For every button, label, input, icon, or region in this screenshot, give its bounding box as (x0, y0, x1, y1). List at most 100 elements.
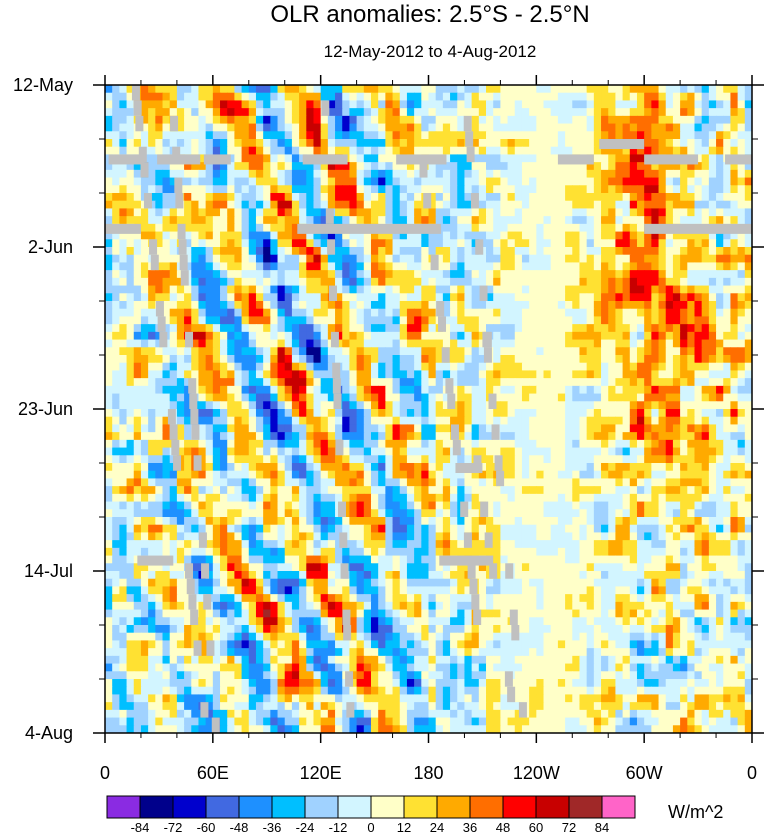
heatmap-cell (306, 385, 315, 395)
heatmap-cell (442, 139, 451, 148)
heatmap-cell (507, 385, 516, 395)
heatmap-cell (370, 270, 379, 279)
heatmap-cell (126, 401, 135, 410)
heatmap-cell (277, 216, 286, 225)
heatmap-cell (572, 331, 581, 341)
heatmap-cell (450, 200, 458, 210)
heatmap-cell (263, 331, 271, 341)
heatmap-cell (529, 347, 537, 356)
heatmap-cell (414, 270, 422, 279)
heatmap-cell (220, 509, 228, 518)
heatmap-cell (543, 115, 552, 125)
heatmap-cell (493, 231, 501, 240)
heatmap-cell (615, 270, 624, 279)
heatmap-cell (507, 316, 516, 325)
heatmap-cell (486, 447, 494, 456)
heatmap-cell (241, 432, 250, 441)
heatmap-cell (658, 270, 667, 279)
heatmap-cell (105, 293, 113, 302)
heatmap-cell (550, 308, 559, 318)
heatmap-cell (155, 432, 164, 441)
heatmap-cell (291, 285, 300, 294)
heatmap-cell (248, 501, 257, 510)
heatmap-cell (184, 247, 192, 256)
heatmap-cell (255, 463, 264, 472)
heatmap-cell (529, 447, 537, 456)
heatmap-cell (155, 416, 164, 426)
heatmap-cell (220, 115, 228, 125)
heatmap-cell (608, 270, 617, 279)
heatmap-cell (284, 169, 293, 179)
heatmap-cell (651, 432, 660, 441)
heatmap-cell (198, 509, 207, 518)
heatmap-cell (313, 231, 322, 240)
heatmap-cell (176, 123, 185, 132)
heatmap-cell (241, 424, 250, 433)
heatmap-cell (370, 193, 379, 202)
heatmap-cell (385, 131, 394, 140)
heatmap-cell (378, 146, 386, 156)
heatmap-cell (730, 385, 739, 395)
heatmap-cell (148, 370, 156, 379)
heatmap-cell (327, 470, 336, 480)
heatmap-cell (565, 208, 573, 217)
heatmap-cell (701, 200, 710, 210)
heatmap-cell (392, 254, 401, 264)
heatmap-cell (507, 370, 516, 379)
heatmap-cell (133, 493, 142, 503)
heatmap-cell (191, 270, 200, 279)
heatmap-cell (399, 393, 408, 402)
heatmap-cell (622, 401, 631, 410)
heatmap-cell (327, 316, 336, 325)
heatmap-cell (105, 393, 113, 402)
heatmap-cell (550, 146, 559, 156)
heatmap-cell (708, 362, 717, 372)
heatmap-cell (672, 92, 681, 102)
heatmap-cell (414, 139, 422, 148)
heatmap-cell (313, 270, 322, 279)
heatmap-cell (220, 262, 228, 271)
heatmap-cell (579, 463, 588, 472)
heatmap-cell (543, 277, 552, 287)
heatmap-cell (277, 478, 286, 487)
heatmap-cell (205, 200, 214, 210)
heatmap-cell (716, 439, 724, 449)
heatmap-cell (370, 362, 379, 372)
heatmap-cell (730, 162, 739, 171)
heatmap-cell (521, 193, 530, 202)
heatmap-cell (291, 193, 300, 202)
heatmap-cell (406, 416, 415, 426)
heatmap-cell (105, 301, 113, 310)
heatmap-cell (471, 100, 480, 109)
heatmap-cell (442, 123, 451, 132)
heatmap-cell (708, 208, 717, 217)
heatmap-cell (651, 424, 660, 433)
heatmap-cell (557, 100, 566, 109)
heatmap-cell (133, 347, 142, 356)
heatmap-cell (370, 100, 379, 109)
heatmap-cell (478, 139, 487, 148)
heatmap-cell (521, 355, 530, 364)
heatmap-cell (428, 501, 437, 510)
heatmap-cell (126, 239, 135, 248)
heatmap-cell (435, 108, 444, 117)
heatmap-cell (234, 424, 243, 433)
heatmap-cell (342, 493, 351, 503)
heatmap-cell (730, 146, 739, 156)
heatmap-cell (478, 447, 487, 456)
heatmap-cell (636, 324, 645, 333)
heatmap-cell (744, 108, 752, 117)
heatmap-cell (126, 162, 135, 171)
heatmap-cell (550, 139, 559, 148)
heatmap-cell (140, 100, 149, 109)
heatmap-cell (658, 478, 667, 487)
heatmap-cell (536, 216, 545, 225)
heatmap-cell (184, 231, 192, 240)
heatmap-cell (378, 108, 386, 117)
heatmap-cell (320, 131, 329, 140)
heatmap-cell (291, 115, 300, 125)
heatmap-cell (299, 115, 307, 125)
heatmap-cell (335, 463, 343, 472)
heatmap-cell (737, 92, 746, 102)
heatmap-cell (737, 308, 746, 318)
